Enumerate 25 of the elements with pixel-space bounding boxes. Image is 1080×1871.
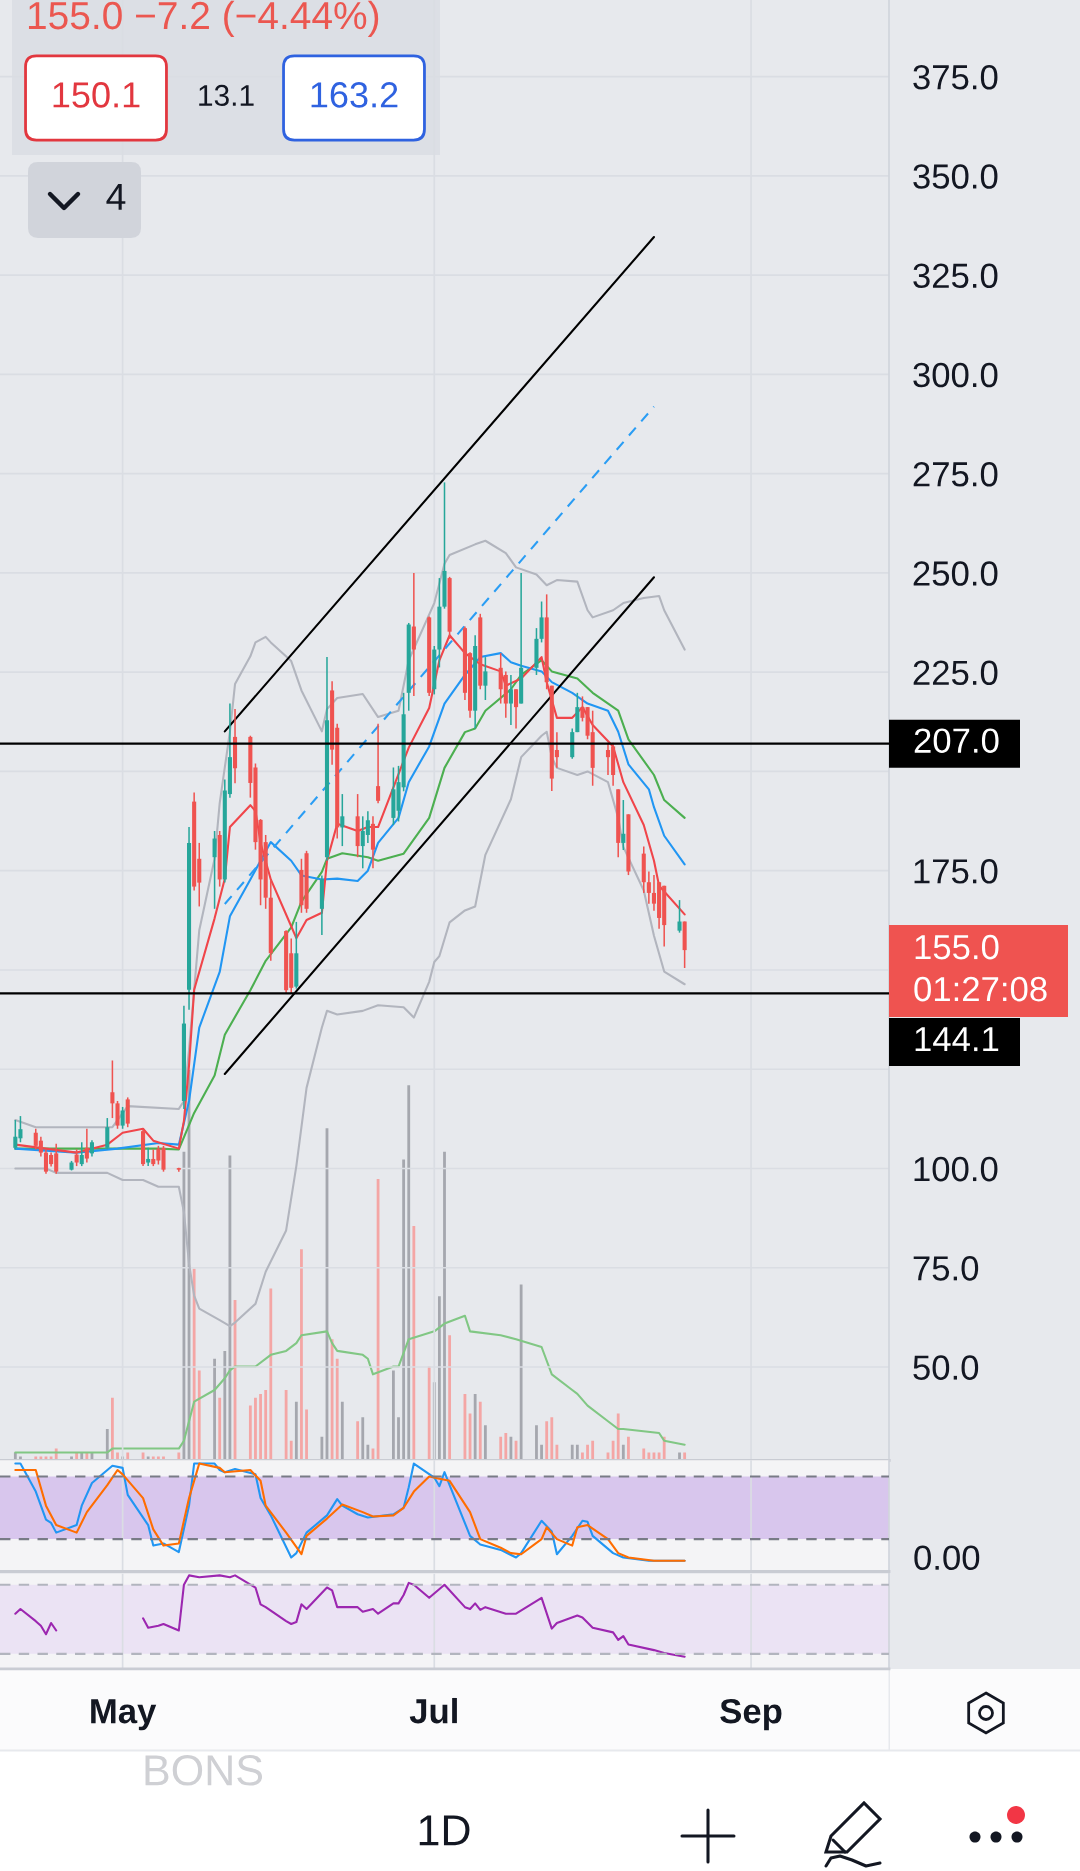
y-tick-label: 325.0 — [913, 263, 998, 289]
y-tick-label: 50.0 — [913, 1355, 979, 1380]
annotation: 4 — [106, 183, 126, 210]
y-tick-label: 300.0 — [913, 362, 998, 388]
text: 155.0 — [915, 934, 999, 960]
ref-line-label: 144.1 — [915, 1027, 999, 1052]
ref-line-label: 207.0 — [914, 728, 999, 753]
x-tick-label: Sep — [720, 1698, 782, 1731]
y-tick-label: 225.0 — [913, 660, 998, 686]
annotation: 13.1 — [199, 84, 254, 107]
y-tick-label: 375.0 — [913, 64, 998, 90]
text: 1D — [419, 1815, 470, 1846]
y-tick-label: 350.0 — [913, 164, 998, 189]
chart-title: 155.0 −7.2 (−4.44%) — [28, 0, 379, 38]
x-tick-label: May — [91, 1699, 157, 1731]
text: 01:27:08 — [914, 976, 1047, 1002]
x-tick-label: Jul — [409, 1697, 457, 1724]
annotation: 163.2 — [311, 82, 398, 108]
annotation: 150.1 — [53, 82, 140, 108]
y-tick-label: 275.0 — [913, 462, 998, 487]
y-tick-label: 175.0 — [914, 859, 998, 884]
y-tick-label: 100.0 — [914, 1156, 998, 1182]
text: 0.00 — [914, 1545, 980, 1571]
y-tick-label: 75.0 — [913, 1256, 979, 1281]
y-tick-label: 250.0 — [913, 561, 998, 586]
